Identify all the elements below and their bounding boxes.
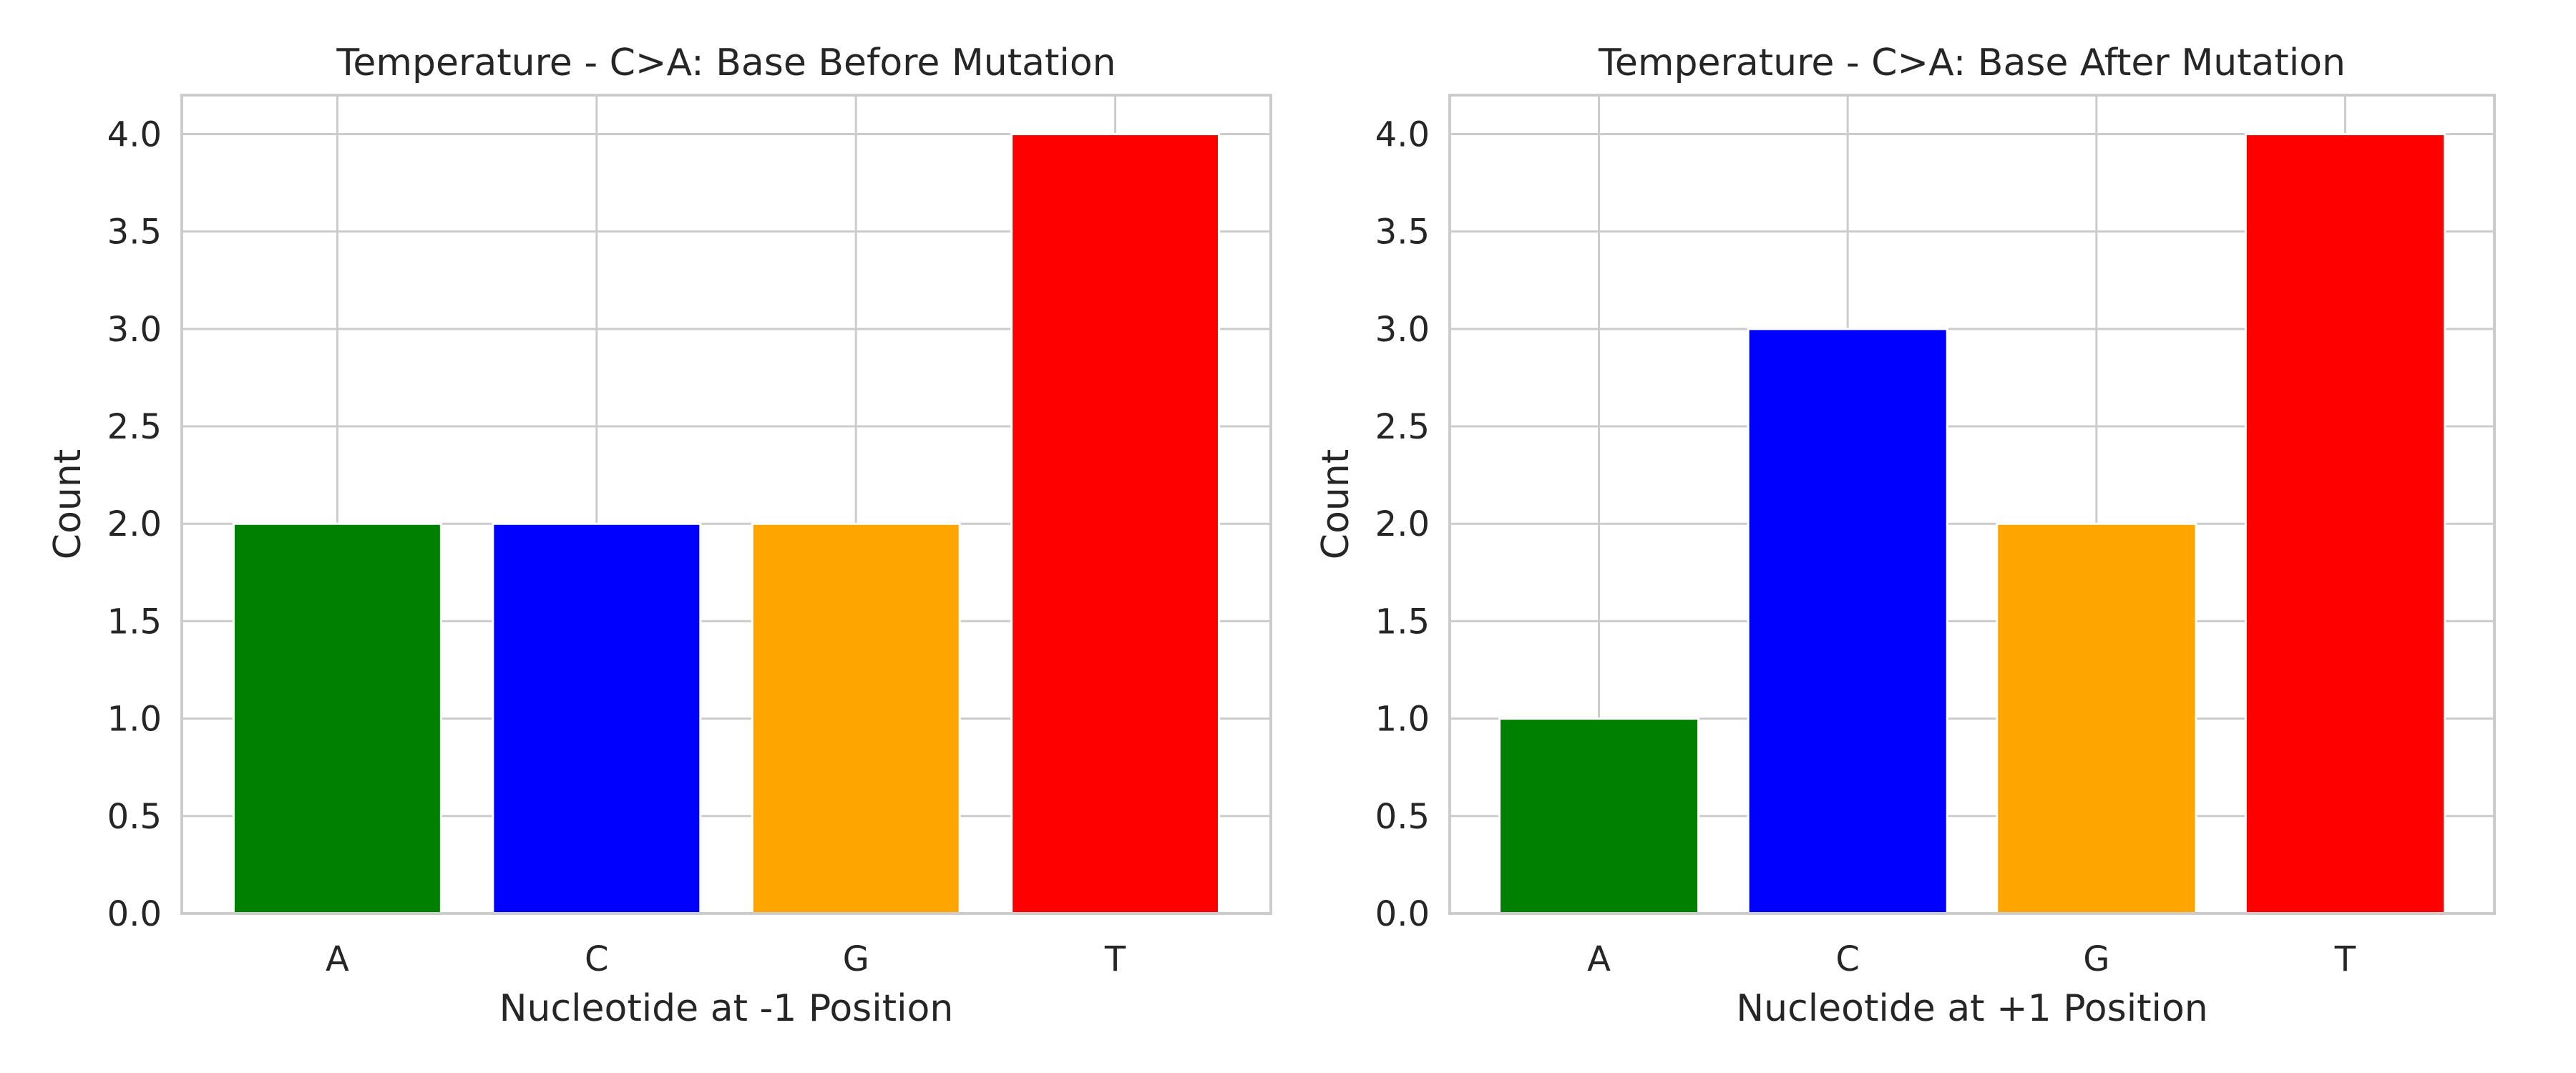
x-axis-label: Nucleotide at +1 Position: [1736, 987, 2208, 1030]
y-tick-label: 2.0: [1375, 504, 1430, 544]
chart-title: Temperature - C>A: Base Before Mutation: [336, 41, 1116, 84]
x-tick-label: T: [1104, 939, 1126, 979]
bar-A[interactable]: [1498, 717, 1700, 915]
plot-frame: [180, 94, 1272, 915]
x-axis-label: Nucleotide at -1 Position: [499, 987, 954, 1030]
y-axis-label: Count: [47, 449, 89, 559]
bar-G[interactable]: [1996, 522, 2197, 915]
y-tick-label: 0.0: [107, 894, 162, 934]
x-tick-label: C: [585, 939, 609, 979]
bar-T[interactable]: [2244, 132, 2446, 915]
y-tick-label: 1.0: [1375, 700, 1430, 740]
x-tick-label: G: [843, 939, 869, 979]
x-tick-label: A: [326, 939, 349, 979]
y-tick-label: 4.0: [1375, 114, 1430, 155]
chart-panel-2: 0.0 0.5 1.0 1.5 2.0 2.5 3.0 3.5 4.0 A C G T Temperatu…: [1314, 41, 2496, 1030]
y-tick-label: 1.5: [1375, 602, 1430, 642]
chart-panel-1: 0.0 0.5 1.0 1.5 2.0 2.5 3.0 3.5 4.0 A C G T Temperatu…: [47, 41, 1272, 1030]
bar-G[interactable]: [751, 522, 961, 915]
y-tick-label: 0.5: [1375, 797, 1430, 837]
y-tick-label: 4.0: [107, 114, 162, 155]
y-axis-label: Count: [1314, 449, 1357, 559]
y-tick-label: 2.5: [107, 407, 162, 447]
y-tick-label: 3.5: [107, 212, 162, 253]
y-tick-label: 2.5: [1375, 407, 1430, 447]
x-tick-label: C: [1835, 939, 1860, 979]
x-tick-label: A: [1587, 939, 1611, 979]
y-tick-label: 0.0: [1375, 894, 1430, 934]
bar-C[interactable]: [492, 522, 702, 915]
plot-frame: [1448, 94, 2496, 915]
y-tick-label: 3.5: [1375, 212, 1430, 253]
y-tick-label: 3.0: [107, 310, 162, 350]
y-tick-label: 1.0: [107, 700, 162, 740]
bar-C[interactable]: [1747, 328, 1948, 915]
x-tick-label: G: [2083, 939, 2109, 979]
bar-A[interactable]: [232, 522, 442, 915]
y-tick-label: 1.5: [107, 602, 162, 642]
y-tick-label: 2.0: [107, 504, 162, 544]
bar-T[interactable]: [1010, 132, 1221, 915]
y-tick-label: 3.0: [1375, 310, 1430, 350]
x-tick-label: T: [2334, 939, 2356, 979]
y-tick-label: 0.5: [107, 797, 162, 837]
chart-title: Temperature - C>A: Base After Mutation: [1598, 41, 2346, 84]
